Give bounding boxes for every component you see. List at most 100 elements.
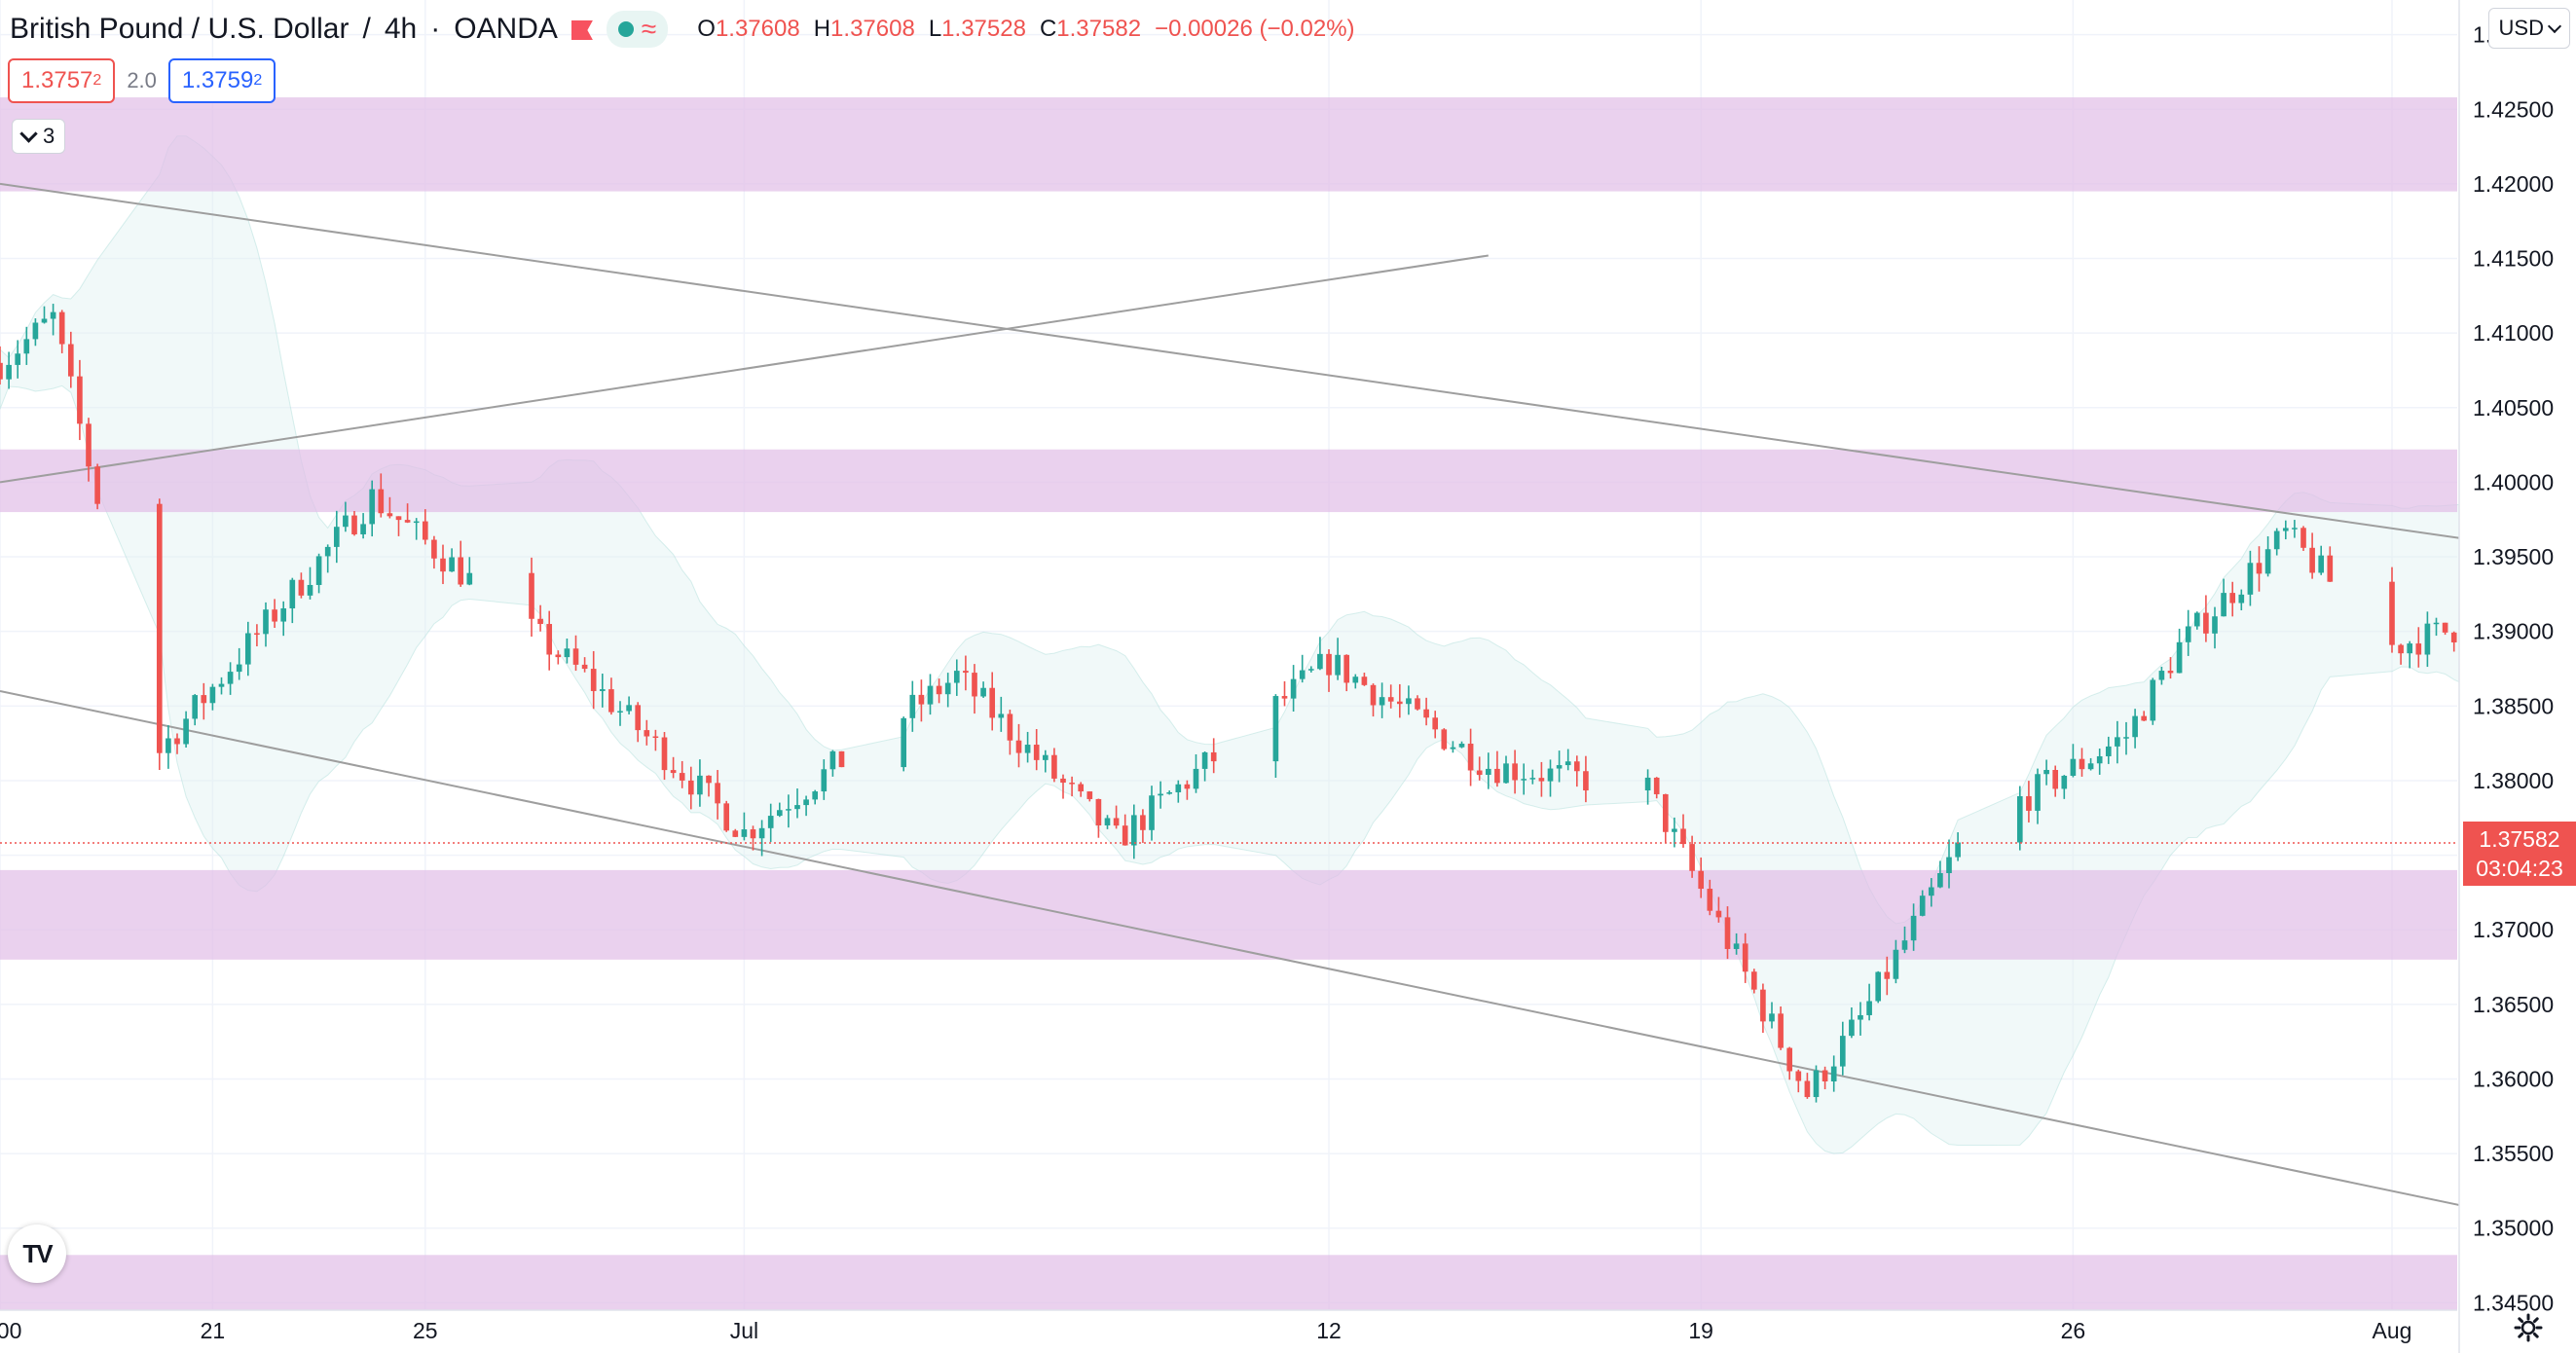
- interval-label[interactable]: 4h: [384, 13, 418, 45]
- candle-body: [1406, 698, 1412, 705]
- candle-body: [351, 515, 357, 534]
- buy-button[interactable]: 1.3759 2: [167, 58, 276, 103]
- sell-button[interactable]: 1.3757 2: [8, 58, 116, 103]
- candle-body: [732, 830, 739, 837]
- symbol-title[interactable]: British Pound / U.S. Dollar: [10, 13, 350, 45]
- candle-body: [1326, 653, 1332, 676]
- candle-body: [1875, 971, 1882, 1002]
- candle-body: [2327, 555, 2334, 582]
- candle-body: [386, 513, 393, 517]
- candle-body: [1007, 713, 1013, 741]
- price-tick-label: 1.38500: [2473, 693, 2554, 718]
- candle-body: [1946, 857, 1952, 873]
- time-tick-label: 21: [201, 1318, 226, 1343]
- candle-body: [1653, 777, 1660, 794]
- wave-icon: ≈: [641, 14, 657, 44]
- candle-body: [1122, 825, 1128, 846]
- candle-body: [581, 664, 588, 670]
- candle-body: [244, 633, 251, 665]
- candle-body: [1113, 818, 1120, 826]
- flag-icon[interactable]: [571, 18, 593, 40]
- candle-body: [2450, 632, 2457, 642]
- candle-body: [776, 810, 783, 817]
- candle-body: [254, 633, 260, 635]
- candle-body: [1919, 896, 1926, 916]
- candle-body: [1415, 698, 1420, 710]
- time-tick-label: Aug: [2373, 1318, 2412, 1343]
- candle-body: [1955, 842, 1961, 858]
- candle-body: [2105, 746, 2112, 756]
- chevron-down-icon: [19, 124, 38, 143]
- candle-body: [263, 609, 269, 635]
- candle-body: [909, 694, 916, 718]
- chevron-down-icon: [2547, 18, 2562, 34]
- candle-body: [1060, 778, 1066, 784]
- candle-body: [980, 687, 986, 697]
- candle-body: [1680, 828, 1686, 845]
- candle-body: [1078, 784, 1085, 792]
- supply-demand-zone: [0, 869, 2457, 960]
- indicators-collapse-button[interactable]: 3: [12, 119, 66, 154]
- candle-body: [1095, 798, 1102, 825]
- time-tick-label: Jul: [730, 1318, 758, 1343]
- currency-select[interactable]: USD: [2487, 8, 2570, 49]
- candle-body: [1361, 676, 1368, 685]
- candle-body: [2389, 581, 2395, 645]
- time-axis: [0, 1310, 2457, 1353]
- candle-body: [1015, 740, 1022, 753]
- candle-body: [156, 503, 163, 753]
- candle-body: [298, 579, 305, 596]
- candle-body: [555, 654, 562, 658]
- time-tick-label: 12: [1316, 1318, 1342, 1343]
- candle-body: [209, 686, 216, 704]
- candle-body: [1494, 768, 1500, 784]
- candle-body: [289, 579, 296, 609]
- candle-body: [572, 648, 579, 665]
- candle-body: [715, 783, 720, 804]
- candle-body: [315, 556, 322, 585]
- candle-body: [1689, 844, 1695, 871]
- price-tick-label: 1.36500: [2473, 992, 2554, 1017]
- price-tick-label: 1.41500: [2473, 246, 2554, 272]
- market-status-pill[interactable]: ≈: [606, 11, 669, 48]
- candle-body: [1033, 745, 1040, 760]
- time-tick-label: 0:00: [0, 1318, 21, 1343]
- candle-body: [803, 799, 809, 806]
- candle-body: [2264, 549, 2271, 574]
- candle-body: [1281, 696, 1288, 699]
- candle-body: [2309, 547, 2315, 573]
- price-tick-label: 1.36000: [2473, 1066, 2554, 1091]
- candle-body: [413, 521, 420, 524]
- candle-body: [1849, 1019, 1855, 1037]
- price-tick-label: 1.38000: [2473, 768, 2554, 793]
- separator: /: [362, 13, 371, 45]
- candle-body: [1538, 778, 1545, 782]
- candle-body: [2167, 671, 2174, 674]
- price-tick-label: 1.37000: [2473, 917, 2554, 942]
- candle-body: [1140, 815, 1146, 830]
- candle-body: [1910, 915, 1917, 941]
- candle-body: [936, 685, 942, 695]
- candle-body: [1024, 745, 1031, 753]
- candle-body: [378, 489, 385, 514]
- candle-body: [67, 344, 74, 377]
- time-tick-label: 26: [2061, 1318, 2086, 1343]
- candle-body: [1458, 744, 1465, 748]
- chart-header: British Pound / U.S. Dollar / 4h · OANDA…: [10, 8, 1355, 51]
- candle-body: [1387, 697, 1394, 702]
- candle-body: [94, 466, 100, 504]
- candle-body: [1352, 676, 1359, 683]
- candle-body: [1521, 779, 1527, 781]
- candle-body: [1813, 1070, 1820, 1098]
- candle-body: [1184, 784, 1191, 789]
- candle-body: [1937, 872, 1943, 888]
- ohlc-values: O1.37608 H1.37608 L1.37528 C1.37582 −0.0…: [697, 16, 1355, 42]
- candle-body: [1733, 943, 1740, 949]
- price-axis: [2459, 0, 2576, 1353]
- candle-body: [1317, 653, 1323, 670]
- exchange-label: OANDA: [454, 13, 558, 45]
- tradingview-logo-icon[interactable]: TV: [8, 1225, 66, 1283]
- gear-icon[interactable]: [2514, 1313, 2543, 1342]
